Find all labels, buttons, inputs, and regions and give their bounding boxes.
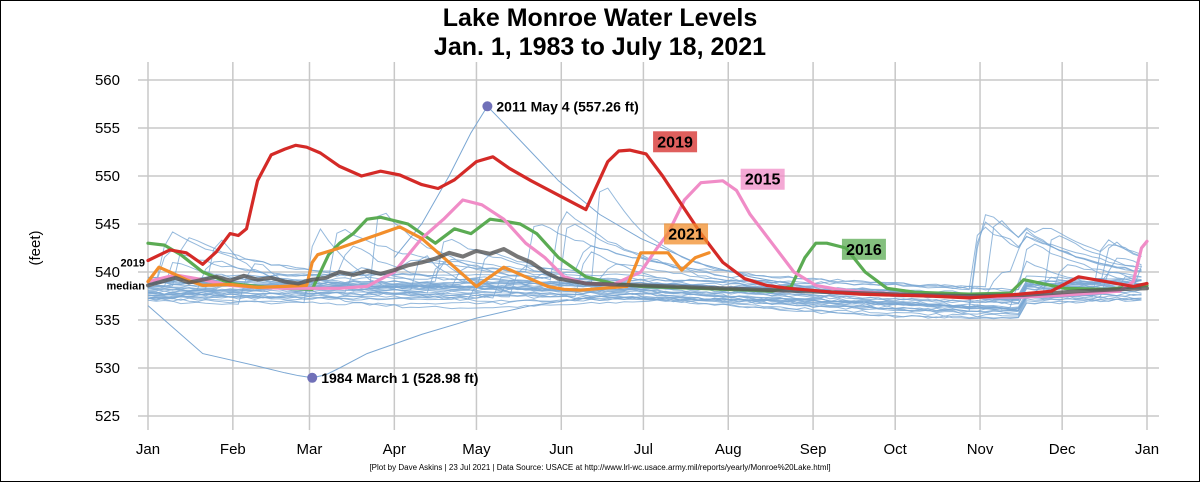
chart-title-line-2: Jan. 1, 1983 to July 18, 2021: [433, 33, 767, 61]
series-label-box-2019: [653, 131, 698, 153]
x-tick-label-11: Dec: [1049, 441, 1076, 458]
chart-title-line-1: Lake Monroe Water Levels: [442, 4, 758, 32]
annotation-1: 1984 March 1 (528.98 ft): [321, 370, 478, 386]
background-year-line: [147, 265, 1142, 316]
x-tick-label-12: Jan: [1135, 441, 1159, 458]
y-tick-label-530: 530: [95, 360, 120, 377]
background-year-line: [147, 239, 1142, 315]
x-tick-label-0: Jan: [136, 441, 160, 458]
x-tick-label-10: Nov: [967, 441, 994, 458]
series-label-2015: 2015: [745, 172, 781, 189]
series-line-2019: [146, 143, 1149, 300]
y-tick-label-545: 545: [95, 216, 120, 233]
grid: 525 530 535 540 545 550 555 560 Jan Feb Mar Apr May J…: [27, 62, 1159, 458]
series-label-2021: 2021: [668, 226, 704, 243]
x-tick-label-6: Jul: [634, 441, 653, 458]
background-year-line: [147, 271, 1142, 309]
series-line-median: [146, 247, 1149, 298]
series-label-box-2021: [664, 223, 709, 245]
y-tick-label-535: 535: [95, 312, 120, 329]
x-tick-label-8: Sep: [800, 441, 827, 458]
background-year-line: [393, 105, 805, 287]
y-tick-label-540: 540: [95, 264, 120, 281]
y-tick-label-560: 560: [95, 72, 120, 89]
y-tick-label-550: 550: [95, 168, 120, 185]
x-tick-label-4: May: [462, 441, 491, 458]
x-tick-label-7: Aug: [715, 441, 742, 458]
extreme-points: [307, 101, 493, 383]
series-label-box-2016: [841, 238, 886, 260]
background-year-line: [147, 276, 1142, 312]
extreme-point-1: [307, 372, 318, 383]
series-label-box-2015: [740, 168, 785, 190]
x-tick-label-3: Apr: [383, 441, 406, 458]
side-label-median: median: [106, 280, 145, 292]
x-tick-label-9: Oct: [884, 441, 908, 458]
series-label-2016: 2016: [846, 242, 882, 259]
background-year-line: [147, 279, 1142, 311]
series-line-2021: [146, 225, 711, 292]
y-tick-label-525: 525: [95, 408, 120, 425]
chart-labels: 2019 2015 2021 2016 2019 median 2011 May 4 (55…: [106, 98, 886, 386]
series-line-2016: [146, 215, 1149, 296]
annotation-0: 2011 May 4 (557.26 ft): [496, 98, 638, 114]
chart-title: Lake Monroe Water Levels Jan. 1, 1983 to…: [0, 4, 1200, 62]
background-year-line: [147, 228, 1142, 310]
x-tick-label-5: Jun: [549, 441, 573, 458]
x-tick-label-2: Mar: [297, 441, 323, 458]
x-tick-label-1: Feb: [220, 441, 246, 458]
background-year-line: [147, 292, 641, 379]
series-label-2019: 2019: [657, 134, 693, 151]
y-tick-label-555: 555: [95, 120, 120, 137]
side-label-2019: 2019: [121, 257, 145, 269]
extreme-point-0: [482, 101, 493, 112]
highlight-series-lines: [146, 143, 1149, 300]
y-axis-label: (feet): [27, 230, 44, 265]
data-source-credit: [Plot by Dave Askins | 23 Jul 2021 | Dat…: [369, 463, 831, 472]
